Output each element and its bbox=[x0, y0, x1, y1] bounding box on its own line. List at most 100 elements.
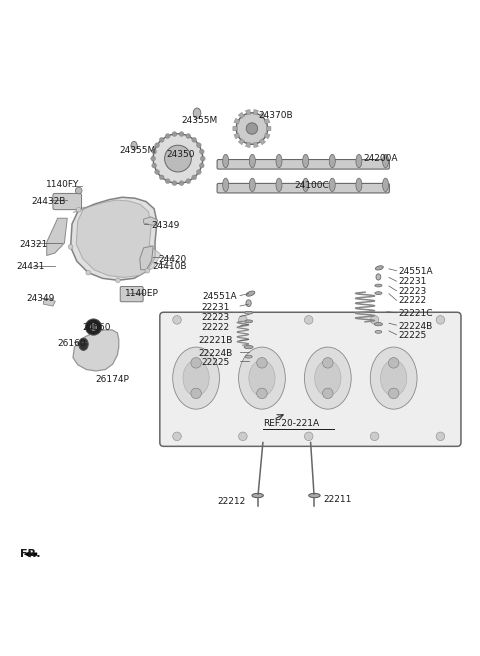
Circle shape bbox=[173, 316, 181, 324]
Text: 24410B: 24410B bbox=[152, 262, 187, 272]
Wedge shape bbox=[245, 110, 251, 115]
Circle shape bbox=[323, 358, 333, 368]
Ellipse shape bbox=[315, 360, 341, 396]
Text: REF.20-221A: REF.20-221A bbox=[263, 419, 319, 428]
Wedge shape bbox=[264, 133, 270, 139]
Circle shape bbox=[145, 268, 150, 273]
Ellipse shape bbox=[276, 154, 282, 168]
Ellipse shape bbox=[375, 331, 382, 333]
Ellipse shape bbox=[383, 178, 388, 192]
Wedge shape bbox=[234, 133, 240, 139]
Circle shape bbox=[370, 316, 379, 324]
Text: 24100C: 24100C bbox=[294, 181, 329, 190]
Circle shape bbox=[186, 179, 191, 184]
Circle shape bbox=[239, 316, 247, 324]
Wedge shape bbox=[234, 118, 240, 124]
Text: 22212: 22212 bbox=[217, 497, 246, 506]
Ellipse shape bbox=[79, 338, 88, 350]
Ellipse shape bbox=[375, 284, 382, 287]
Polygon shape bbox=[140, 246, 153, 270]
Text: 24551A: 24551A bbox=[203, 293, 237, 302]
Circle shape bbox=[165, 134, 170, 138]
Ellipse shape bbox=[302, 154, 309, 168]
Text: 24420: 24420 bbox=[158, 255, 186, 264]
Circle shape bbox=[173, 432, 181, 441]
Circle shape bbox=[246, 123, 258, 134]
Ellipse shape bbox=[193, 108, 201, 119]
Ellipse shape bbox=[376, 274, 381, 280]
Wedge shape bbox=[238, 138, 244, 145]
Ellipse shape bbox=[244, 346, 253, 349]
Circle shape bbox=[151, 156, 156, 161]
Ellipse shape bbox=[329, 154, 335, 168]
Text: 24432B: 24432B bbox=[31, 197, 65, 206]
Polygon shape bbox=[43, 299, 55, 306]
Ellipse shape bbox=[249, 154, 255, 168]
Circle shape bbox=[85, 319, 102, 335]
Circle shape bbox=[199, 149, 204, 154]
Text: 22223: 22223 bbox=[398, 287, 427, 296]
Text: 24350: 24350 bbox=[166, 150, 194, 159]
Circle shape bbox=[116, 278, 120, 283]
Circle shape bbox=[304, 432, 313, 441]
Circle shape bbox=[172, 181, 177, 186]
Circle shape bbox=[370, 432, 379, 441]
Circle shape bbox=[236, 113, 268, 144]
Circle shape bbox=[436, 316, 445, 324]
Ellipse shape bbox=[370, 347, 417, 409]
Text: 24355M: 24355M bbox=[119, 146, 156, 155]
Wedge shape bbox=[245, 142, 251, 148]
Wedge shape bbox=[238, 112, 244, 119]
Ellipse shape bbox=[239, 347, 285, 409]
Text: 22224B: 22224B bbox=[398, 321, 432, 331]
Text: 24431: 24431 bbox=[17, 262, 45, 272]
Text: 22223: 22223 bbox=[201, 313, 229, 322]
Text: 24551A: 24551A bbox=[398, 267, 433, 276]
Text: 24349: 24349 bbox=[152, 221, 180, 230]
Ellipse shape bbox=[252, 493, 264, 498]
Circle shape bbox=[155, 170, 159, 174]
Polygon shape bbox=[73, 200, 161, 277]
Text: 22224B: 22224B bbox=[198, 349, 232, 358]
Text: 22231: 22231 bbox=[398, 277, 427, 286]
Ellipse shape bbox=[246, 291, 255, 297]
Circle shape bbox=[68, 245, 73, 249]
Ellipse shape bbox=[302, 178, 309, 192]
Circle shape bbox=[323, 388, 333, 399]
Text: 24321: 24321 bbox=[20, 239, 48, 249]
Circle shape bbox=[76, 207, 81, 212]
Circle shape bbox=[239, 432, 247, 441]
Circle shape bbox=[196, 170, 201, 174]
Text: 1140FY: 1140FY bbox=[46, 180, 79, 190]
Ellipse shape bbox=[131, 142, 137, 150]
Text: 24349: 24349 bbox=[26, 294, 55, 303]
Circle shape bbox=[186, 134, 191, 138]
Text: 26174P: 26174P bbox=[95, 375, 129, 384]
Polygon shape bbox=[144, 216, 158, 226]
Wedge shape bbox=[253, 142, 258, 148]
Text: 24370B: 24370B bbox=[258, 111, 293, 120]
Ellipse shape bbox=[329, 178, 335, 192]
FancyBboxPatch shape bbox=[160, 312, 461, 446]
Circle shape bbox=[152, 149, 156, 154]
Wedge shape bbox=[259, 112, 265, 119]
Circle shape bbox=[179, 181, 184, 186]
Circle shape bbox=[436, 432, 445, 441]
Polygon shape bbox=[47, 218, 67, 255]
Wedge shape bbox=[266, 126, 271, 131]
Circle shape bbox=[200, 156, 205, 161]
Circle shape bbox=[152, 163, 156, 168]
Ellipse shape bbox=[374, 323, 383, 326]
Circle shape bbox=[165, 145, 192, 172]
Circle shape bbox=[153, 134, 203, 184]
Circle shape bbox=[165, 179, 170, 184]
Circle shape bbox=[257, 358, 267, 368]
Wedge shape bbox=[264, 118, 270, 124]
FancyBboxPatch shape bbox=[120, 287, 143, 302]
Text: 26160: 26160 bbox=[58, 339, 86, 348]
Text: 24355M: 24355M bbox=[181, 116, 217, 125]
Ellipse shape bbox=[383, 154, 388, 168]
Ellipse shape bbox=[276, 178, 282, 192]
Ellipse shape bbox=[356, 154, 362, 168]
FancyBboxPatch shape bbox=[53, 194, 82, 210]
